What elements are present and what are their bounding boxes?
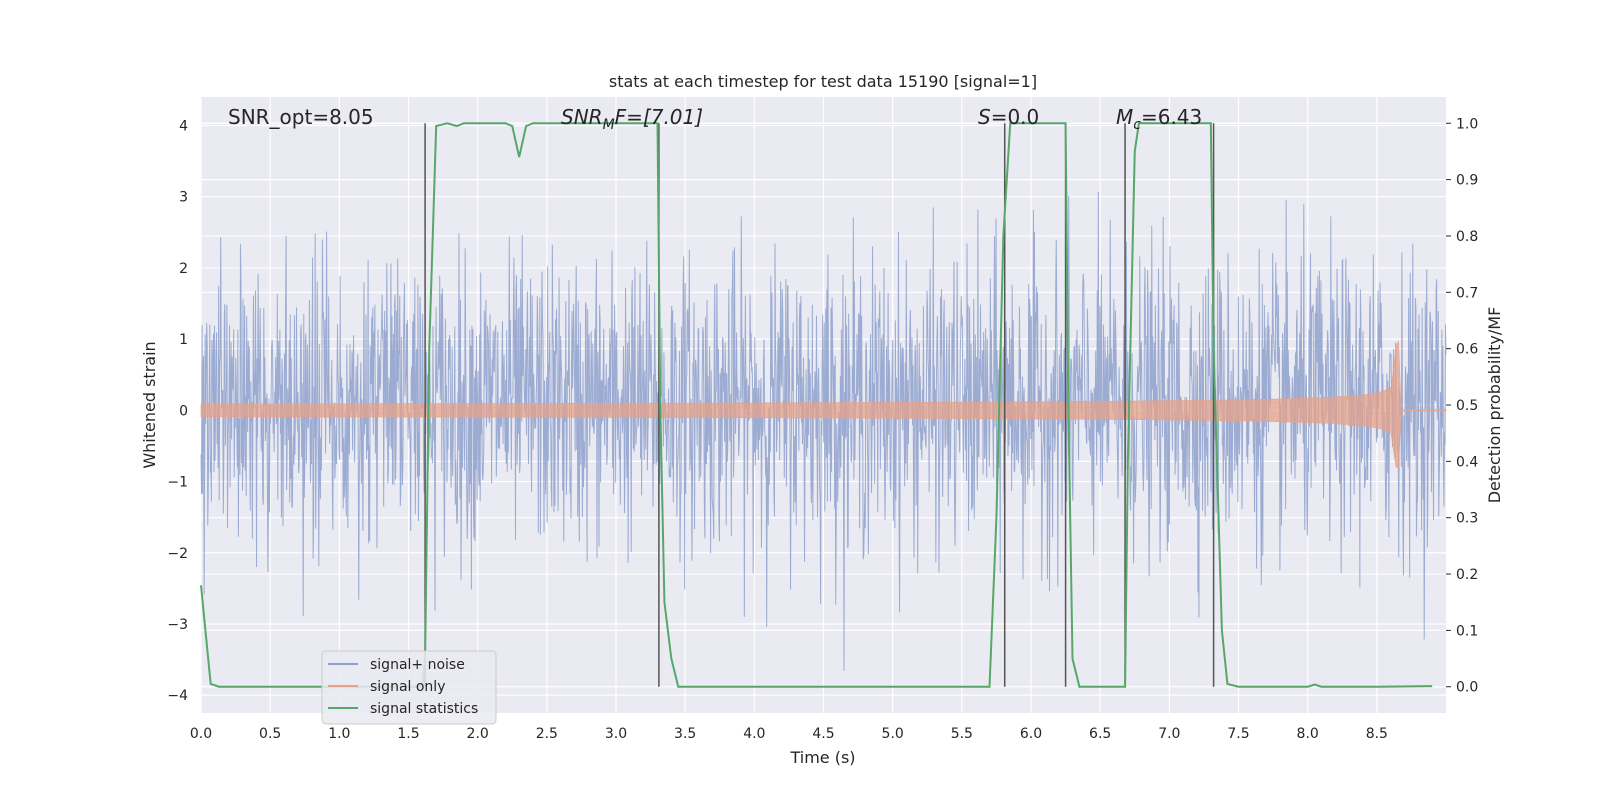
- legend-label-signal-only: signal only: [370, 679, 445, 695]
- chirp-envelope: [200, 340, 1447, 468]
- x-tick-label-14: 7.0: [1158, 726, 1180, 742]
- x-tick-label-10: 5.0: [882, 726, 904, 742]
- series-signal-statistics: [200, 122, 1433, 688]
- y-tick-label-right-2: 0.8: [1456, 229, 1478, 245]
- noise-trace: [200, 191, 1447, 671]
- series-signal-noise: [200, 191, 1447, 671]
- y-tick-label-5: −1: [167, 475, 188, 491]
- x-tick-label-13: 6.5: [1089, 726, 1111, 742]
- annotation-mc-rest: =6.43: [1141, 105, 1202, 129]
- legend: signal+ noise signal only signal statist…: [321, 650, 497, 725]
- series-signal-only: [200, 340, 1447, 468]
- x-tick-label-0: 0.0: [190, 726, 212, 742]
- y-tick-label-right-10: 0.0: [1456, 680, 1478, 696]
- y-axis-label-right: Detection probability/MF: [1485, 307, 1504, 504]
- y-tick-label-right-6: 0.4: [1456, 454, 1478, 470]
- y-ticks-left: 4 3 2 1 0 −1 −2 −3 −4: [167, 118, 188, 704]
- x-axis-label: Time (s): [789, 748, 855, 767]
- legend-box: [321, 650, 497, 725]
- annotation-snr-opt: SNR_opt=8.05: [228, 105, 374, 129]
- annotation-s-rest: =0.0: [991, 105, 1040, 129]
- chart-title: stats at each timestep for test data 151…: [609, 72, 1037, 91]
- y-tick-label-2: 2: [179, 261, 188, 277]
- y-tick-label-3: 1: [179, 332, 188, 348]
- x-tick-label-5: 2.5: [536, 726, 558, 742]
- y-tick-label-right-5: 0.5: [1456, 398, 1478, 414]
- y-tick-label-right-9: 0.1: [1456, 623, 1478, 639]
- x-tick-label-4: 2.0: [467, 726, 489, 742]
- annotation-snr-mf: SNRMF=[7.01]: [561, 105, 703, 133]
- annotation-mc-sub: c: [1133, 117, 1141, 133]
- annotation-s: S=0.0: [978, 105, 1039, 129]
- x-tick-label-16: 8.0: [1297, 726, 1319, 742]
- y-tick-label-right-7: 0.3: [1456, 511, 1478, 527]
- annotation-mc-main: M: [1116, 105, 1133, 129]
- x-tick-label-17: 8.5: [1366, 726, 1388, 742]
- y-tick-label-8: −4: [167, 688, 188, 704]
- x-tick-label-1: 0.5: [259, 726, 281, 742]
- y-tick-label-right-8: 0.2: [1456, 567, 1478, 583]
- y-tick-label-right-1: 0.9: [1456, 173, 1478, 189]
- legend-label-signal-statistics: signal statistics: [370, 701, 478, 717]
- y-tick-label-7: −3: [167, 617, 188, 633]
- y-tick-label-right-0: 1.0: [1456, 116, 1478, 132]
- y-tick-label-4: 0: [179, 403, 188, 419]
- x-tick-label-2: 1.0: [328, 726, 350, 742]
- annotation-mc: Mc=6.43: [1116, 105, 1202, 133]
- annotation-snr-mf-rest: F=[7.01]: [615, 105, 703, 129]
- x-tick-label-3: 1.5: [397, 726, 419, 742]
- y-axis-label: Whitened strain: [140, 341, 159, 468]
- legend-label-signal-noise: signal+ noise: [370, 657, 465, 673]
- y-tick-label-right-4: 0.6: [1456, 342, 1478, 358]
- annotation-snr-mf-sub: M: [603, 117, 615, 133]
- x-tick-label-8: 4.0: [743, 726, 765, 742]
- x-tick-label-6: 3.0: [605, 726, 627, 742]
- x-tick-label-12: 6.0: [1020, 726, 1042, 742]
- x-tick-label-11: 5.5: [951, 726, 973, 742]
- x-ticks: 0.0 0.5 1.0 1.5 2.0 2.5 3.0 3.5 4.0 4.5 5.0 5.5 6.0 6…: [190, 726, 1388, 742]
- x-tick-label-15: 7.5: [1227, 726, 1249, 742]
- y-tick-label-right-3: 0.7: [1456, 285, 1478, 301]
- y-ticks-right: 1.0 0.9 0.8 0.7 0.6 0.5 0.4 0.3 0.2 0.1 0.0: [1446, 116, 1478, 696]
- x-tick-label-7: 3.5: [674, 726, 696, 742]
- y-tick-label-6: −2: [167, 546, 188, 562]
- annotation-snr-mf-main: SNR: [561, 105, 603, 129]
- statistics-line: [200, 122, 1433, 688]
- annotation-s-main: S: [978, 105, 991, 129]
- y-tick-label-0: 4: [179, 118, 188, 134]
- y-tick-label-1: 3: [179, 190, 188, 206]
- x-tick-label-9: 4.5: [812, 726, 834, 742]
